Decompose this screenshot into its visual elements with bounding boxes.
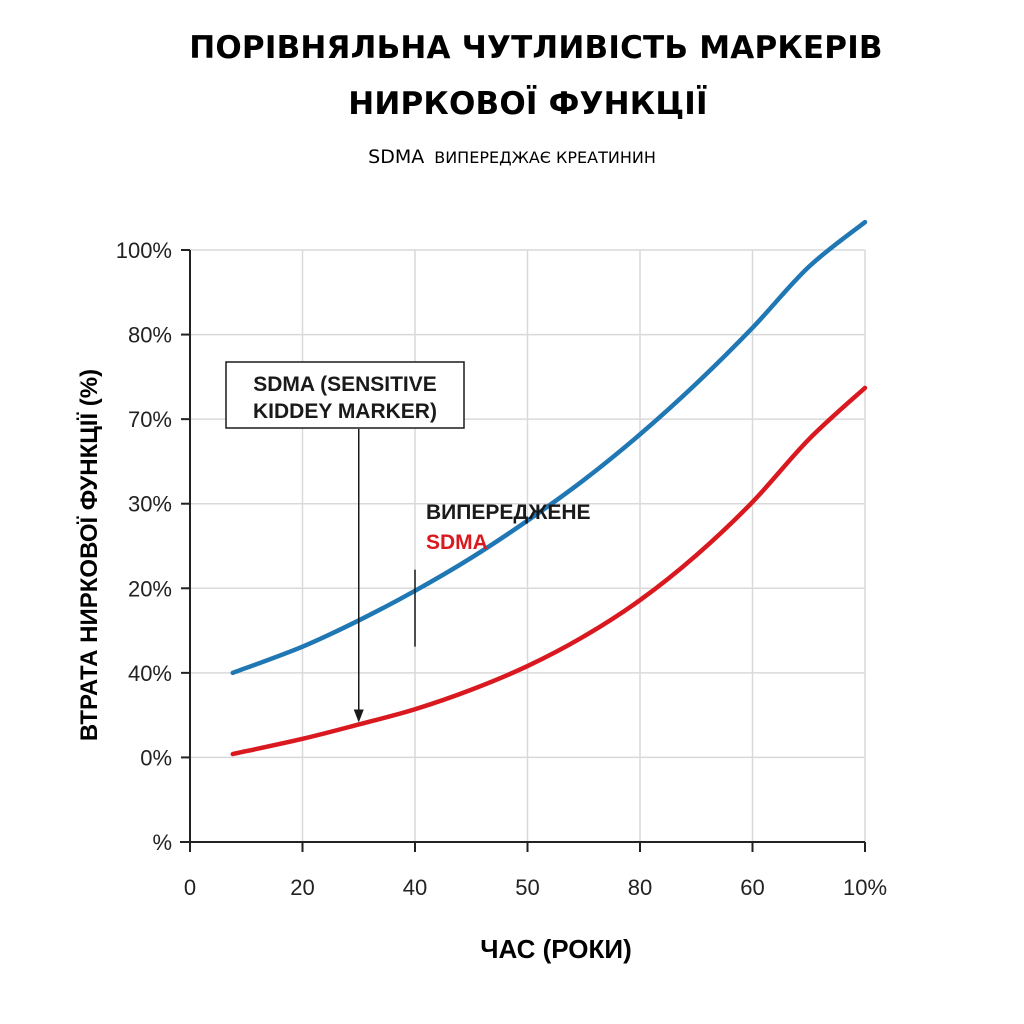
y-tick-label: % — [152, 830, 172, 855]
y-tick-label: 80% — [128, 323, 172, 348]
y-axis-title: ВТРАТА НИРКОВОЇ ФУНКЦІЇ (%) — [76, 369, 103, 741]
blue-series-line — [230, 219, 868, 676]
annotation-box — [225, 361, 465, 429]
chart-title-line-1: ПОРІВНЯЛЬНА ЧУТЛИВІСТЬ МАРКЕРІВ — [189, 30, 883, 66]
series-layer — [230, 219, 868, 757]
y-tick-label: 20% — [128, 576, 172, 601]
x-tick-label: 50 — [515, 875, 539, 900]
x-tick-label: 0 — [184, 875, 196, 900]
x-axis-title: ЧАС (РОКИ) — [480, 934, 632, 964]
annotation-arrow-head — [353, 709, 364, 723]
x-tick-label: 10% — [843, 875, 887, 900]
y-tick-label: 100% — [116, 238, 172, 263]
subtitle-marker: SDMA — [368, 146, 425, 168]
axes: % 0% 40% 20% 30% 70% 80% 100% 0 20 40 50 80 60 10% ЧАС … — [76, 238, 887, 964]
x-tick-label: 20 — [290, 875, 314, 900]
y-tick-label: 30% — [128, 492, 172, 517]
lead-label-line-1: ВИПЕРЕДЖЕНЕ — [426, 501, 591, 524]
y-tick-label: 70% — [128, 407, 172, 432]
x-tick-label: 40 — [403, 875, 427, 900]
subtitle-text: ВИПЕРЕДЖАЄ КРЕАТИНИН — [434, 148, 656, 167]
x-tick-label: 60 — [740, 875, 764, 900]
sdma-series-line — [230, 385, 868, 757]
chart-title-line-2: НИРКОВОЇ ФУНКЦІЇ — [348, 86, 708, 122]
y-tick-label: 40% — [128, 661, 172, 686]
annotation-box-line-2: KIDDEY MARKER) — [253, 400, 437, 423]
grid — [190, 249, 866, 842]
lead-label-line-2: SDMA — [426, 531, 488, 554]
x-tick-label: 80 — [628, 875, 652, 900]
chart-subtitle: SDMA ВИПЕРЕДЖАЄ КРЕАТИНИН — [0, 146, 1024, 168]
y-tick-label: 0% — [140, 745, 172, 770]
annotation-box-line-1: SDMA (SENSITIVE — [253, 373, 437, 396]
annotations: SDMA (SENSITIVE KIDDEY MARKER) ВИПЕРЕДЖЕНЕ… — [225, 361, 591, 723]
